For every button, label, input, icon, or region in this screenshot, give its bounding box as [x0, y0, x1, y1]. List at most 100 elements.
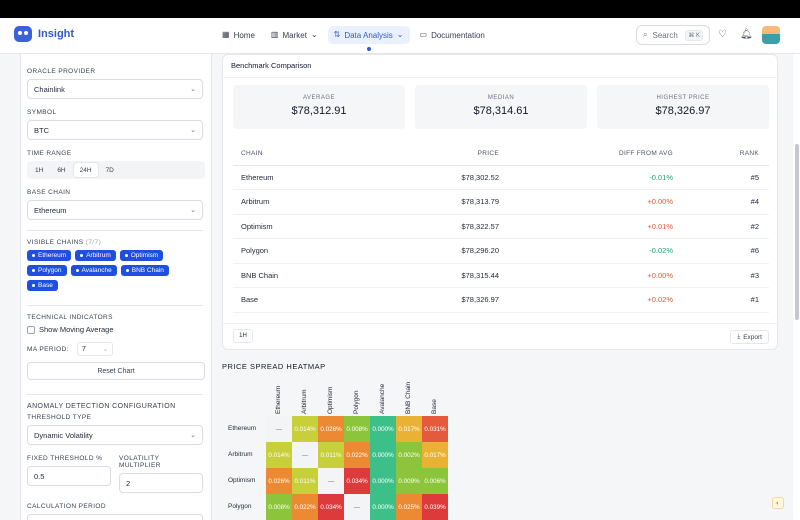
heatmap-cell[interactable]: 0.014% [292, 416, 318, 442]
heatmap-col-header: Base [422, 380, 448, 414]
stat-average-value: $78,312.91 [291, 105, 347, 117]
heatmap-row-label: Optimism [228, 477, 256, 484]
bell-icon[interactable]: 🔔︎ [740, 29, 753, 40]
heatmap-cell[interactable]: — [344, 494, 370, 520]
app-logo[interactable]: Insight [14, 26, 74, 42]
heatmap-cell[interactable]: — [292, 442, 318, 468]
heatmap-cell[interactable]: 0.017% [422, 442, 448, 468]
search-input[interactable]: ⌕ Search ⌘ K [636, 25, 710, 45]
time-range-7d[interactable]: 7D [105, 166, 114, 174]
heart-icon[interactable]: ♡ [718, 29, 727, 40]
stat-highest-value: $78,326.97 [655, 105, 711, 117]
heatmap-cell[interactable]: 0.000% [370, 468, 396, 494]
heatmap-col-header: Ethereum [266, 380, 292, 414]
benchmark-table: CHAIN PRICE DIFF FROM AVG RANK Ethereum $… [233, 143, 769, 313]
heatmap-cell[interactable]: 0.000% [370, 494, 396, 520]
heatmap-cell[interactable]: 0.022% [344, 442, 370, 468]
heatmap-cell[interactable]: 0.009% [396, 468, 422, 494]
time-range-6h[interactable]: 6H [57, 166, 66, 174]
symbol-value: BTC [34, 125, 49, 135]
visible-chains-title: VISIBLE CHAINS [27, 239, 84, 246]
reset-chart-button[interactable]: Reset Chart [27, 362, 205, 380]
heatmap-col-header: Optimism [318, 380, 344, 414]
symbol-select[interactable]: BTC ⌄ [27, 120, 203, 140]
time-range-24h[interactable]: 24H [73, 163, 98, 177]
analysis-icon: ⇅ [333, 30, 341, 39]
chain-chip[interactable]: Ethereum [27, 250, 72, 261]
nav-data-analysis[interactable]: ⇅ Data Analysis ⌄ [327, 26, 410, 51]
ma-period-select[interactable]: 7 ⌄ [76, 342, 113, 356]
heatmap-col-label: Ethereum [275, 385, 282, 414]
chain-chip-label: Optimism [130, 252, 159, 259]
heatmap-col-header: Avalanche [370, 380, 396, 414]
heatmap-cell[interactable]: 0.026% [318, 416, 344, 442]
heatmap-cell[interactable]: 0.014% [266, 442, 292, 468]
heatmap-cell[interactable]: 0.011% [318, 442, 344, 468]
threshold-type-select[interactable]: Dynamic Volatility ⌄ [27, 425, 203, 445]
chain-chip[interactable]: Optimism [119, 250, 164, 261]
heatmap-cell[interactable]: 0.006% [422, 468, 448, 494]
chain-chip-label: Avalanche [81, 267, 112, 274]
nav-home[interactable]: ▦ Home [216, 26, 261, 44]
heatmap-cell[interactable]: — [266, 416, 292, 442]
heatmap-cell[interactable]: 0.039% [422, 494, 448, 520]
calculation-period-select[interactable]: 20 ⌄ [27, 514, 203, 520]
nav-documentation[interactable]: ▭ Documentation [414, 26, 491, 44]
theme-toggle-button[interactable]: ◐ [772, 497, 784, 509]
heatmap-col-label: Arbitrum [301, 389, 308, 414]
heatmap-cell[interactable]: 0.034% [318, 494, 344, 520]
heatmap-cell[interactable]: 0.022% [292, 494, 318, 520]
chain-chip[interactable]: Avalanche [70, 265, 117, 276]
volatility-multiplier-input[interactable]: 2 [119, 473, 203, 493]
heatmap-cell[interactable]: 0.034% [344, 468, 370, 494]
cell-rank: #5 [673, 165, 769, 190]
chain-chips: Ethereum Arbitrum Optimism Polygon Avalanche… [27, 250, 203, 291]
heatmap-cell[interactable]: 0.017% [396, 416, 422, 442]
divider [223, 77, 777, 78]
interval-button[interactable]: 1H [233, 329, 253, 343]
main-nav: ▦ Home ▥ Market ⌄ ⇅ Data Analysis ⌄ ▭ Do… [216, 26, 491, 51]
cell-price: $78,326.97 [383, 287, 499, 313]
base-chain-select[interactable]: Ethereum ⌄ [27, 200, 203, 220]
heatmap-cell[interactable]: — [318, 468, 344, 494]
time-range-label: TIME RANGE [27, 150, 72, 157]
heatmap-cell[interactable]: 0.008% [266, 494, 292, 520]
visible-chains-label: VISIBLE CHAINS (7/7) [27, 239, 203, 246]
cell-diff: -0.02% [499, 238, 673, 264]
visible-chains-count: (7/7) [85, 239, 102, 246]
chain-chip[interactable]: Arbitrum [75, 250, 116, 261]
avatar[interactable] [762, 26, 780, 44]
chain-chip[interactable]: Polygon [27, 265, 67, 276]
table-row: Arbitrum $78,313.79 +0.00% #4 [233, 189, 769, 215]
heatmap-cell[interactable]: 0.031% [422, 416, 448, 442]
table-row: Ethereum $78,302.52 -0.01% #5 [233, 165, 769, 190]
heatmap-cell[interactable]: 0.000% [370, 416, 396, 442]
col-price: PRICE [383, 143, 499, 166]
heatmap-cell[interactable]: 0.000% [370, 442, 396, 468]
cell-chain: Polygon [233, 238, 383, 264]
time-range-toggle: 1H 6H 24H 7D [27, 161, 205, 179]
stat-median: MEDIAN $78,314.61 [415, 85, 587, 129]
fixed-threshold-input[interactable]: 0.5 [27, 466, 111, 486]
heatmap-col-header: Arbitrum [292, 380, 318, 414]
heatmap-cell[interactable]: 0.002% [396, 442, 422, 468]
nav-market[interactable]: ▥ Market ⌄ [265, 26, 324, 44]
oracle-provider-select[interactable]: Chainlink ⌄ [27, 79, 203, 99]
scrollbar-thumb[interactable] [795, 144, 799, 320]
cell-chain: Base [233, 287, 383, 313]
heatmap-col-label: Optimism [327, 386, 334, 414]
export-button[interactable]: ⤓ Export [730, 330, 769, 344]
heatmap-cell[interactable]: 0.011% [292, 468, 318, 494]
threshold-type-label: THRESHOLD TYPE [27, 414, 92, 421]
heatmap-col-label: BNB Chain [405, 381, 412, 414]
chevron-down-icon: ⌄ [190, 207, 196, 214]
show-ma-checkbox[interactable]: Show Moving Average [27, 325, 203, 334]
chain-chip[interactable]: BNB Chain [120, 265, 169, 276]
chain-chip[interactable]: Base [27, 280, 58, 291]
heatmap-cell[interactable]: 0.025% [396, 494, 422, 520]
oracle-provider-label: ORACLE PROVIDER [27, 68, 96, 75]
benchmark-card: Benchmark Comparison AVERAGE $78,312.91 … [222, 54, 778, 350]
heatmap-cell[interactable]: 0.008% [344, 416, 370, 442]
time-range-1h[interactable]: 1H [35, 166, 44, 174]
heatmap-cell[interactable]: 0.026% [266, 468, 292, 494]
